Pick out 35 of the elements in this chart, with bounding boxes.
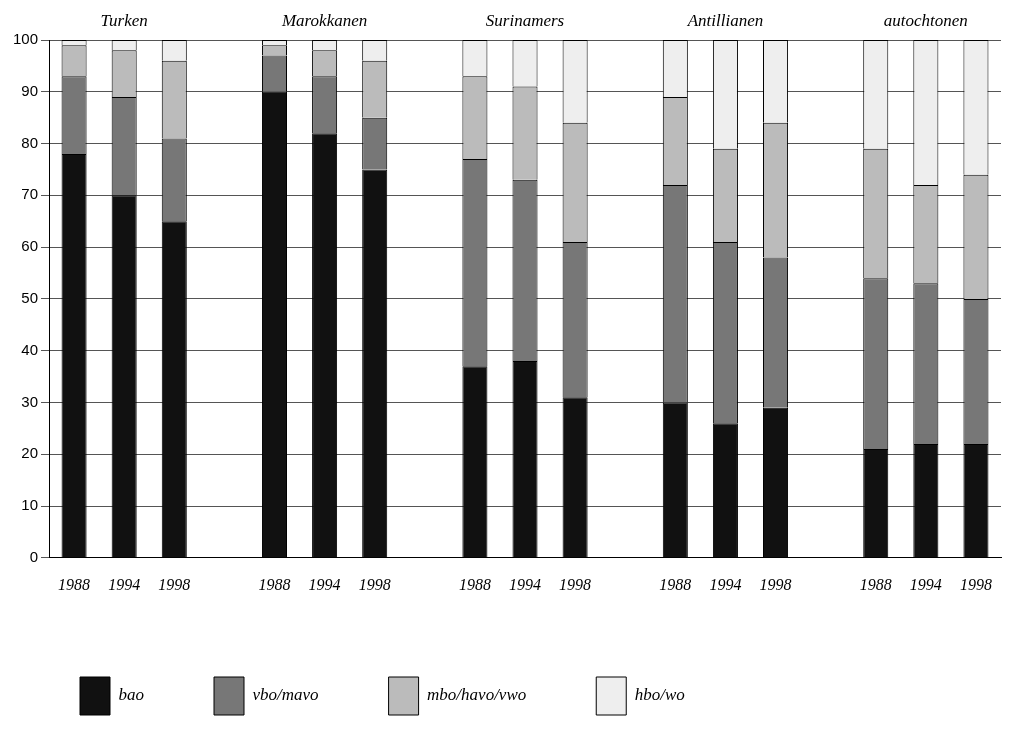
- y-tick-label: 10: [21, 496, 39, 514]
- x-tick-label: 1994: [709, 575, 742, 593]
- text: Surinamers: [485, 10, 565, 30]
- y-tick-label: 100: [13, 30, 39, 48]
- text: autochtonen: [883, 10, 968, 30]
- x-tick-label: 1988: [58, 575, 91, 593]
- x-tick-label: 1998: [759, 575, 792, 593]
- y-tick-label: 70: [21, 185, 39, 203]
- x-tick-label: 1994: [308, 575, 341, 593]
- text: Turken: [100, 10, 148, 30]
- x-tick-label: 1994: [909, 575, 942, 593]
- legend-label: vbo/mavo: [252, 685, 319, 705]
- x-tick-label: 1998: [358, 575, 391, 593]
- y-tick-label: 90: [21, 81, 39, 99]
- x-tick-label: 1998: [959, 575, 992, 593]
- x-tick-label: 1994: [108, 575, 141, 593]
- y-tick-label: 30: [21, 392, 39, 410]
- y-tick-label: 80: [21, 133, 39, 151]
- y-tick-label: 50: [21, 289, 39, 307]
- legend-label: bao: [118, 685, 144, 705]
- legend-label: hbo/wo: [634, 685, 685, 705]
- text: Marokkanen: [280, 10, 368, 30]
- text: Antillianen: [686, 10, 764, 30]
- legend-label: mbo/havo/vwo: [427, 685, 527, 705]
- x-tick-label: 1988: [859, 575, 892, 593]
- y-tick-label: 20: [21, 444, 39, 462]
- y-tick-label: 60: [21, 237, 39, 255]
- x-tick-label: 1998: [559, 575, 592, 593]
- x-tick-label: 1988: [458, 575, 491, 593]
- x-tick-label: 1988: [659, 575, 692, 593]
- x-tick-label: 1988: [258, 575, 291, 593]
- x-tick-label: 1994: [509, 575, 542, 593]
- y-tick-label: 40: [21, 340, 39, 358]
- y-tick-label: 0: [29, 547, 39, 565]
- x-tick-label: 1998: [158, 575, 191, 593]
